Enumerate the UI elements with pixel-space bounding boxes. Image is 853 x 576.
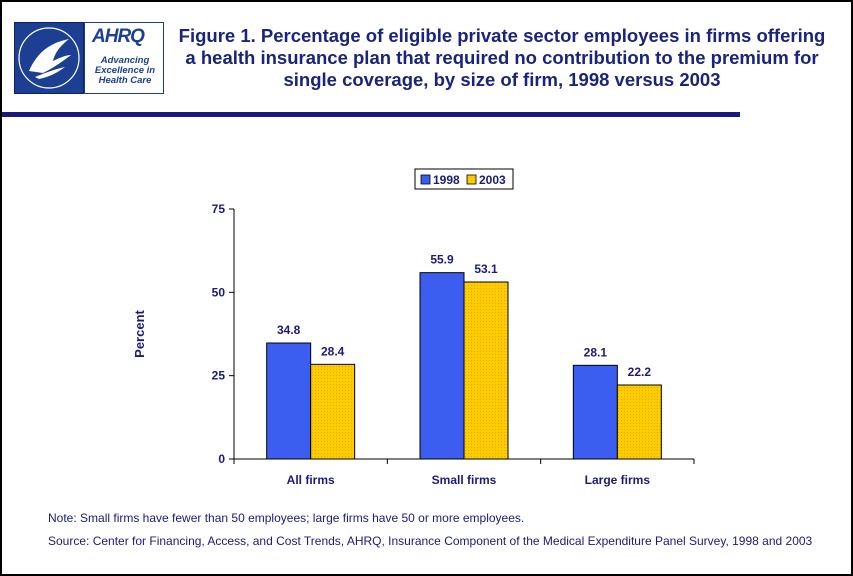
data-label: 55.9: [430, 253, 454, 267]
legend-label-2003: 2003: [479, 173, 506, 187]
bar-1998: [266, 342, 312, 460]
y-tick-label: 25: [212, 369, 226, 383]
header: AHRQ Advancing Excellence in Health Care…: [2, 2, 851, 112]
hhs-eagle-icon: [18, 27, 80, 89]
y-axis-label: Percent: [132, 309, 147, 357]
data-label: 28.4: [321, 344, 345, 358]
bar-2003: [616, 384, 662, 460]
footnote-source: Source: Center for Financing, Access, an…: [48, 534, 813, 548]
x-tick-label: Small firms: [432, 473, 497, 487]
plot-area: 0 25 50 75 34.8 28.4 All firms 55.9 53.1 Small fi…: [212, 202, 695, 487]
y-tick-label: 50: [212, 285, 226, 299]
x-tick-label: Large firms: [585, 473, 651, 487]
ahrq-logo-text: AHRQ: [92, 26, 145, 47]
logos: AHRQ Advancing Excellence in Health Care: [14, 22, 164, 94]
bar-2003: [310, 363, 356, 460]
y-tick-label: 0: [218, 452, 225, 466]
data-label: 22.2: [628, 365, 652, 379]
hhs-seal-logo: [14, 22, 84, 94]
legend-box: [414, 168, 514, 190]
bar-1998: [419, 272, 465, 460]
footnote-note: Note: Small firms have fewer than 50 emp…: [48, 511, 525, 525]
data-label: 34.8: [277, 323, 301, 337]
legend: 1998 2003: [414, 168, 514, 190]
legend-swatch-1998: [420, 174, 431, 185]
x-tick-label: All firms: [287, 473, 335, 487]
legend-label-1998: 1998: [433, 173, 460, 187]
y-tick-label: 75: [212, 202, 226, 216]
data-label: 28.1: [584, 345, 608, 359]
figure-title: Figure 1. Percentage of eligible private…: [178, 25, 826, 90]
bar-chart: 1998 2003 Percent 0 25 50 75 34.8 28.4 All fir…: [132, 168, 695, 487]
ahrq-tagline: Advancing Excellence in Health Care: [94, 55, 156, 86]
bar-1998: [572, 364, 618, 460]
bar-2003: [463, 281, 509, 460]
data-label: 53.1: [474, 262, 498, 276]
header-divider: [2, 112, 740, 117]
ahrq-logo: AHRQ Advancing Excellence in Health Care: [84, 22, 164, 94]
legend-swatch-2003: [466, 174, 477, 185]
